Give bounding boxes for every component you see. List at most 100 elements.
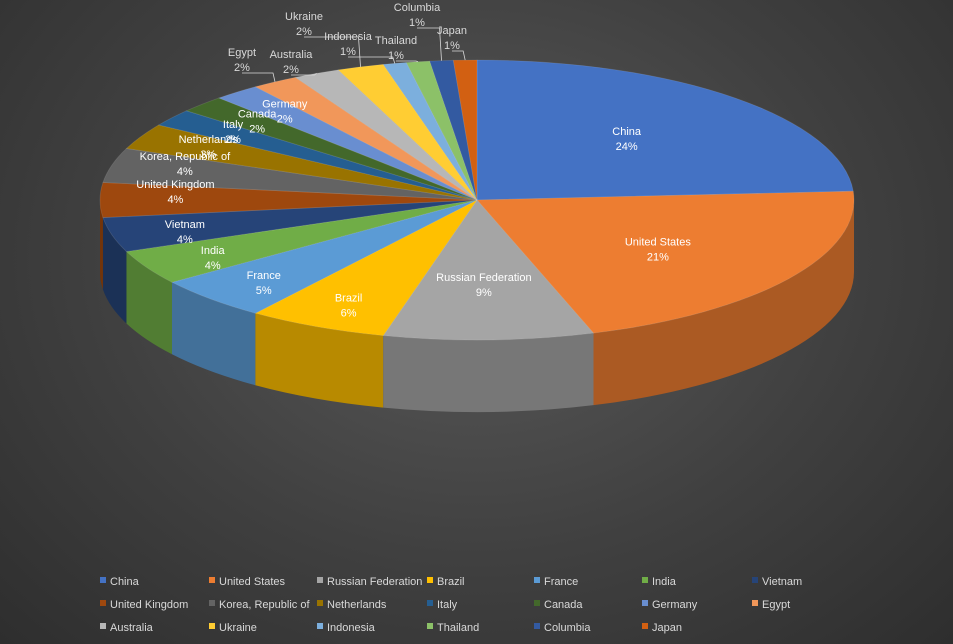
legend-label-vietnam: Vietnam bbox=[762, 576, 802, 588]
slice-japan bbox=[452, 59, 478, 201]
legend-swatch-columbia bbox=[534, 623, 540, 629]
data-label-value-australia: 2% bbox=[283, 64, 299, 76]
legend-label-india: India bbox=[652, 576, 677, 588]
legend-label-france: France bbox=[544, 576, 578, 588]
pie-slices bbox=[99, 59, 855, 341]
leader-line-australia bbox=[291, 73, 317, 76]
slice-side-united-kingdom bbox=[100, 200, 103, 290]
legend-label-germany: Germany bbox=[652, 599, 698, 611]
slice-russian-federation bbox=[382, 199, 595, 341]
slice-united-kingdom bbox=[99, 182, 478, 218]
slice-india bbox=[125, 199, 478, 283]
slice-netherlands bbox=[125, 124, 478, 201]
data-label-name-korea-republic-of: Korea, Republic of bbox=[140, 151, 231, 163]
slice-canada bbox=[185, 97, 478, 201]
slice-vietnam bbox=[102, 199, 478, 252]
legend-swatch-ukraine bbox=[209, 623, 215, 629]
legend-label-brazil: Brazil bbox=[437, 576, 465, 588]
data-label-value-columbia: 1% bbox=[409, 17, 425, 29]
slice-indonesia bbox=[382, 62, 478, 201]
legend-label-thailand: Thailand bbox=[437, 622, 479, 634]
legend-swatch-brazil bbox=[427, 577, 433, 583]
legend-label-united-states: United States bbox=[219, 576, 286, 588]
legend-label-columbia: Columbia bbox=[544, 622, 591, 634]
data-label-value-france: 5% bbox=[256, 285, 272, 297]
legend-label-korea-republic-of: Korea, Republic of bbox=[219, 599, 310, 611]
legend-label-egypt: Egypt bbox=[762, 599, 790, 611]
legend-swatch-thailand bbox=[427, 623, 433, 629]
legend-label-netherlands: Netherlands bbox=[327, 599, 387, 611]
legend-swatch-korea-republic-of bbox=[209, 600, 215, 606]
slice-united-states bbox=[476, 190, 855, 334]
data-label-name-brazil: Brazil bbox=[335, 292, 363, 304]
data-label-value-ukraine: 2% bbox=[296, 26, 312, 38]
leader-line-columbia bbox=[417, 27, 442, 61]
slice-side-united-states bbox=[593, 200, 854, 406]
data-label-value-germany: 2% bbox=[277, 114, 293, 126]
legend-swatch-germany bbox=[642, 600, 648, 606]
data-label-value-egypt: 2% bbox=[234, 62, 250, 74]
data-label-name-germany: Germany bbox=[262, 99, 308, 111]
slice-korea-republic-of bbox=[102, 148, 478, 201]
legend-swatch-india bbox=[642, 577, 648, 583]
data-label-value-vietnam: 4% bbox=[177, 234, 193, 246]
data-label-name-columbia: Columbia bbox=[394, 2, 441, 14]
leader-line-indonesia bbox=[348, 56, 396, 64]
legend-swatch-russian-federation bbox=[317, 577, 323, 583]
data-label-name-egypt: Egypt bbox=[228, 47, 256, 59]
legend-label-russian-federation: Russian Federation bbox=[327, 576, 422, 588]
legend-swatch-china bbox=[100, 577, 106, 583]
legend-label-canada: Canada bbox=[544, 599, 583, 611]
legend-label-china: China bbox=[110, 576, 140, 588]
data-label-value-netherlands: 3% bbox=[200, 149, 216, 161]
legend-label-japan: Japan bbox=[652, 622, 682, 634]
leader-line-japan bbox=[452, 50, 466, 61]
data-label-value-india: 4% bbox=[205, 260, 221, 272]
data-label-value-china: 24% bbox=[616, 141, 638, 153]
data-label-name-ukraine: Ukraine bbox=[285, 11, 323, 23]
slice-china bbox=[476, 59, 854, 201]
slice-australia bbox=[294, 69, 478, 201]
data-label-name-australia: Australia bbox=[270, 49, 314, 61]
data-label-name-canada: Canada bbox=[238, 108, 277, 120]
legend-swatch-united-states bbox=[209, 577, 215, 583]
legend-swatch-france bbox=[534, 577, 540, 583]
data-label-name-china: China bbox=[612, 126, 642, 138]
data-label-value-united-states: 21% bbox=[647, 252, 669, 264]
pie-3d-sides bbox=[100, 200, 854, 412]
legend-swatch-egypt bbox=[752, 600, 758, 606]
slice-side-france bbox=[172, 282, 256, 386]
legend-label-australia: Australia bbox=[110, 622, 154, 634]
data-label-name-india: India bbox=[201, 245, 226, 257]
slice-italy bbox=[157, 110, 478, 201]
legend-label-ukraine: Ukraine bbox=[219, 622, 257, 634]
legend-label-united-kingdom: United Kingdom bbox=[110, 599, 188, 611]
legend-label-italy: Italy bbox=[437, 599, 458, 611]
data-label-name-russian-federation: Russian Federation bbox=[436, 272, 531, 284]
slice-germany bbox=[217, 86, 478, 201]
data-label-value-japan: 1% bbox=[444, 40, 460, 52]
data-label-name-italy: Italy bbox=[223, 119, 244, 131]
legend-swatch-australia bbox=[100, 623, 106, 629]
data-label-name-united-states: United States bbox=[625, 237, 692, 249]
slice-side-russian-federation bbox=[383, 333, 594, 412]
data-label-value-united-kingdom: 4% bbox=[167, 194, 183, 206]
slice-egypt bbox=[254, 76, 478, 201]
slice-side-brazil bbox=[255, 313, 384, 408]
legend-swatch-italy bbox=[427, 600, 433, 606]
data-label-value-indonesia: 1% bbox=[340, 46, 356, 58]
data-label-value-italy: 2% bbox=[225, 134, 241, 146]
data-label-value-korea-republic-of: 4% bbox=[177, 166, 193, 178]
legend-swatch-indonesia bbox=[317, 623, 323, 629]
slice-ukraine bbox=[337, 63, 478, 201]
data-label-name-united-kingdom: United Kingdom bbox=[136, 179, 214, 191]
legend-swatch-netherlands bbox=[317, 600, 323, 606]
data-label-name-netherlands: Netherlands bbox=[179, 134, 239, 146]
slice-side-vietnam bbox=[102, 217, 127, 324]
leader-line-egypt bbox=[242, 72, 276, 82]
data-labels: China 24% United States 21% Russian Federati… bbox=[136, 2, 691, 319]
data-label-value-canada: 2% bbox=[249, 123, 265, 135]
slice-france bbox=[170, 199, 478, 314]
legend-swatch-canada bbox=[534, 600, 540, 606]
data-label-value-thailand: 1% bbox=[388, 50, 404, 62]
